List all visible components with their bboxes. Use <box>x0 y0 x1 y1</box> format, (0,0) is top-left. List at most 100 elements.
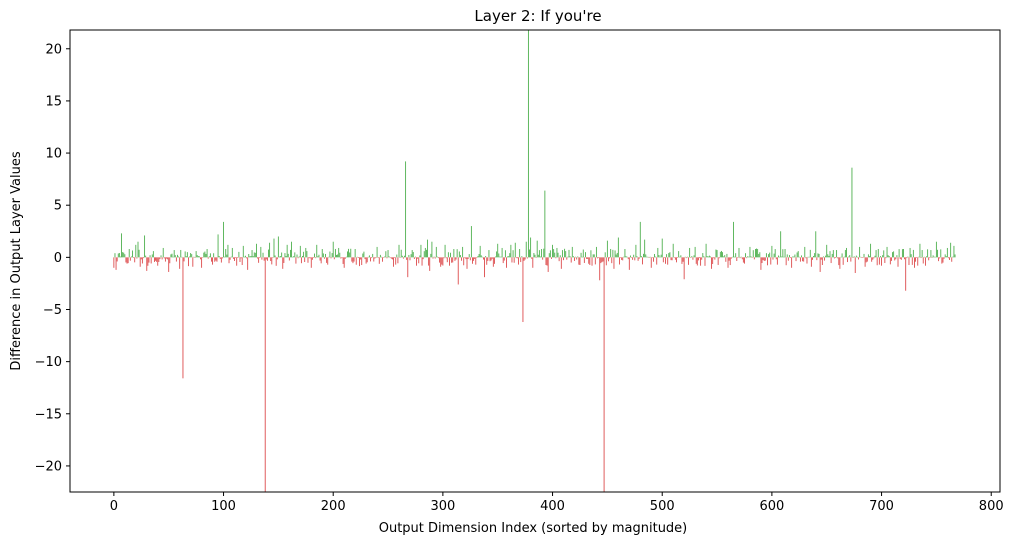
bar-minor <box>535 257 537 258</box>
bar-minor <box>608 257 609 262</box>
bar-minor <box>674 257 676 260</box>
bar-minor <box>490 257 492 261</box>
bar-minor <box>871 257 873 262</box>
bar-minor <box>248 254 250 258</box>
bar-minor <box>737 257 739 258</box>
bar <box>839 257 841 269</box>
bar-minor <box>707 256 709 258</box>
bar-minor <box>651 257 653 258</box>
bar <box>560 257 562 269</box>
bar <box>236 257 238 266</box>
bar-minor <box>734 256 736 258</box>
bar-minor <box>724 255 726 258</box>
bar-minor <box>249 256 251 258</box>
bar <box>525 241 527 258</box>
bar-minor <box>554 252 556 258</box>
bar-minor <box>373 257 375 262</box>
bar-minor <box>307 257 309 263</box>
bar-minor <box>296 254 298 258</box>
bar-minor <box>515 257 517 259</box>
bar-minor <box>638 257 640 259</box>
bar-minor <box>790 257 791 258</box>
bar-minor <box>712 257 714 264</box>
bar-minor <box>691 256 693 258</box>
bar-minor <box>803 257 805 262</box>
bar-minor <box>848 256 850 258</box>
bar-minor <box>849 255 851 258</box>
bar-minor <box>668 253 670 258</box>
bar <box>431 241 433 258</box>
bar-minor <box>645 254 647 258</box>
bar-minor <box>399 257 401 258</box>
bar-minor <box>890 257 892 261</box>
bar-minor <box>175 257 177 262</box>
bar <box>771 245 773 258</box>
bar-minor <box>609 257 611 259</box>
bar-minor <box>742 257 744 263</box>
bar-minor <box>261 257 263 260</box>
bar-minor <box>806 257 808 264</box>
bar-minor <box>813 255 814 258</box>
bar-minor <box>842 257 844 265</box>
bar <box>277 236 279 258</box>
bar-minor <box>666 254 668 258</box>
bar-minor <box>262 252 264 258</box>
bar-minor <box>860 256 862 258</box>
bar-minor <box>353 257 355 262</box>
bar-minor <box>558 257 560 262</box>
bar-minor <box>463 257 465 266</box>
bar-minor <box>719 251 721 258</box>
bar-minor <box>330 257 332 259</box>
bar-minor <box>503 257 505 261</box>
bar-minor <box>656 257 658 265</box>
bar-minor <box>781 256 783 258</box>
bar-minor <box>498 253 500 258</box>
bar-minor <box>619 257 620 265</box>
bar-minor <box>412 252 414 258</box>
bar-minor <box>654 253 655 258</box>
bar-minor <box>789 255 790 258</box>
y-tick-label: 0 <box>54 251 62 266</box>
bar <box>416 257 417 266</box>
bar-minor <box>445 257 447 259</box>
x-tick-label: 200 <box>321 499 346 514</box>
bar-minor <box>874 255 876 258</box>
bar-minor <box>438 257 439 259</box>
bar-minor <box>660 254 662 258</box>
bar-minor <box>825 255 827 258</box>
bar <box>484 257 485 278</box>
bar-minor <box>328 256 330 258</box>
bar-minor <box>493 257 495 264</box>
bar-minor <box>329 251 331 258</box>
bar-minor <box>590 250 592 258</box>
bar-minor <box>836 250 838 258</box>
bar-minor <box>782 249 784 258</box>
bar-minor <box>655 256 657 258</box>
bar-minor <box>143 257 144 259</box>
bar <box>457 257 459 285</box>
bar-minor <box>770 257 772 265</box>
bar-minor <box>523 257 525 261</box>
y-tick-label: 20 <box>45 42 62 57</box>
bar-minor <box>408 254 410 258</box>
bar-minor <box>235 257 237 258</box>
bar-minor <box>386 257 388 259</box>
bar-minor <box>419 255 421 258</box>
bar-minor <box>459 255 461 258</box>
bar-minor <box>898 249 900 258</box>
bar-minor <box>805 257 807 259</box>
bar-minor <box>751 257 753 258</box>
x-tick-label: 300 <box>430 499 455 514</box>
bar-minor <box>147 257 149 266</box>
bar-minor <box>877 248 879 258</box>
bar-minor <box>626 256 628 258</box>
bar <box>223 221 224 258</box>
bar <box>310 257 312 268</box>
bar-minor <box>239 257 241 262</box>
bar <box>875 250 877 258</box>
bar-minor <box>384 256 386 258</box>
bar-minor <box>687 256 688 258</box>
bar-minor <box>138 249 140 258</box>
bar-minor <box>533 253 535 258</box>
